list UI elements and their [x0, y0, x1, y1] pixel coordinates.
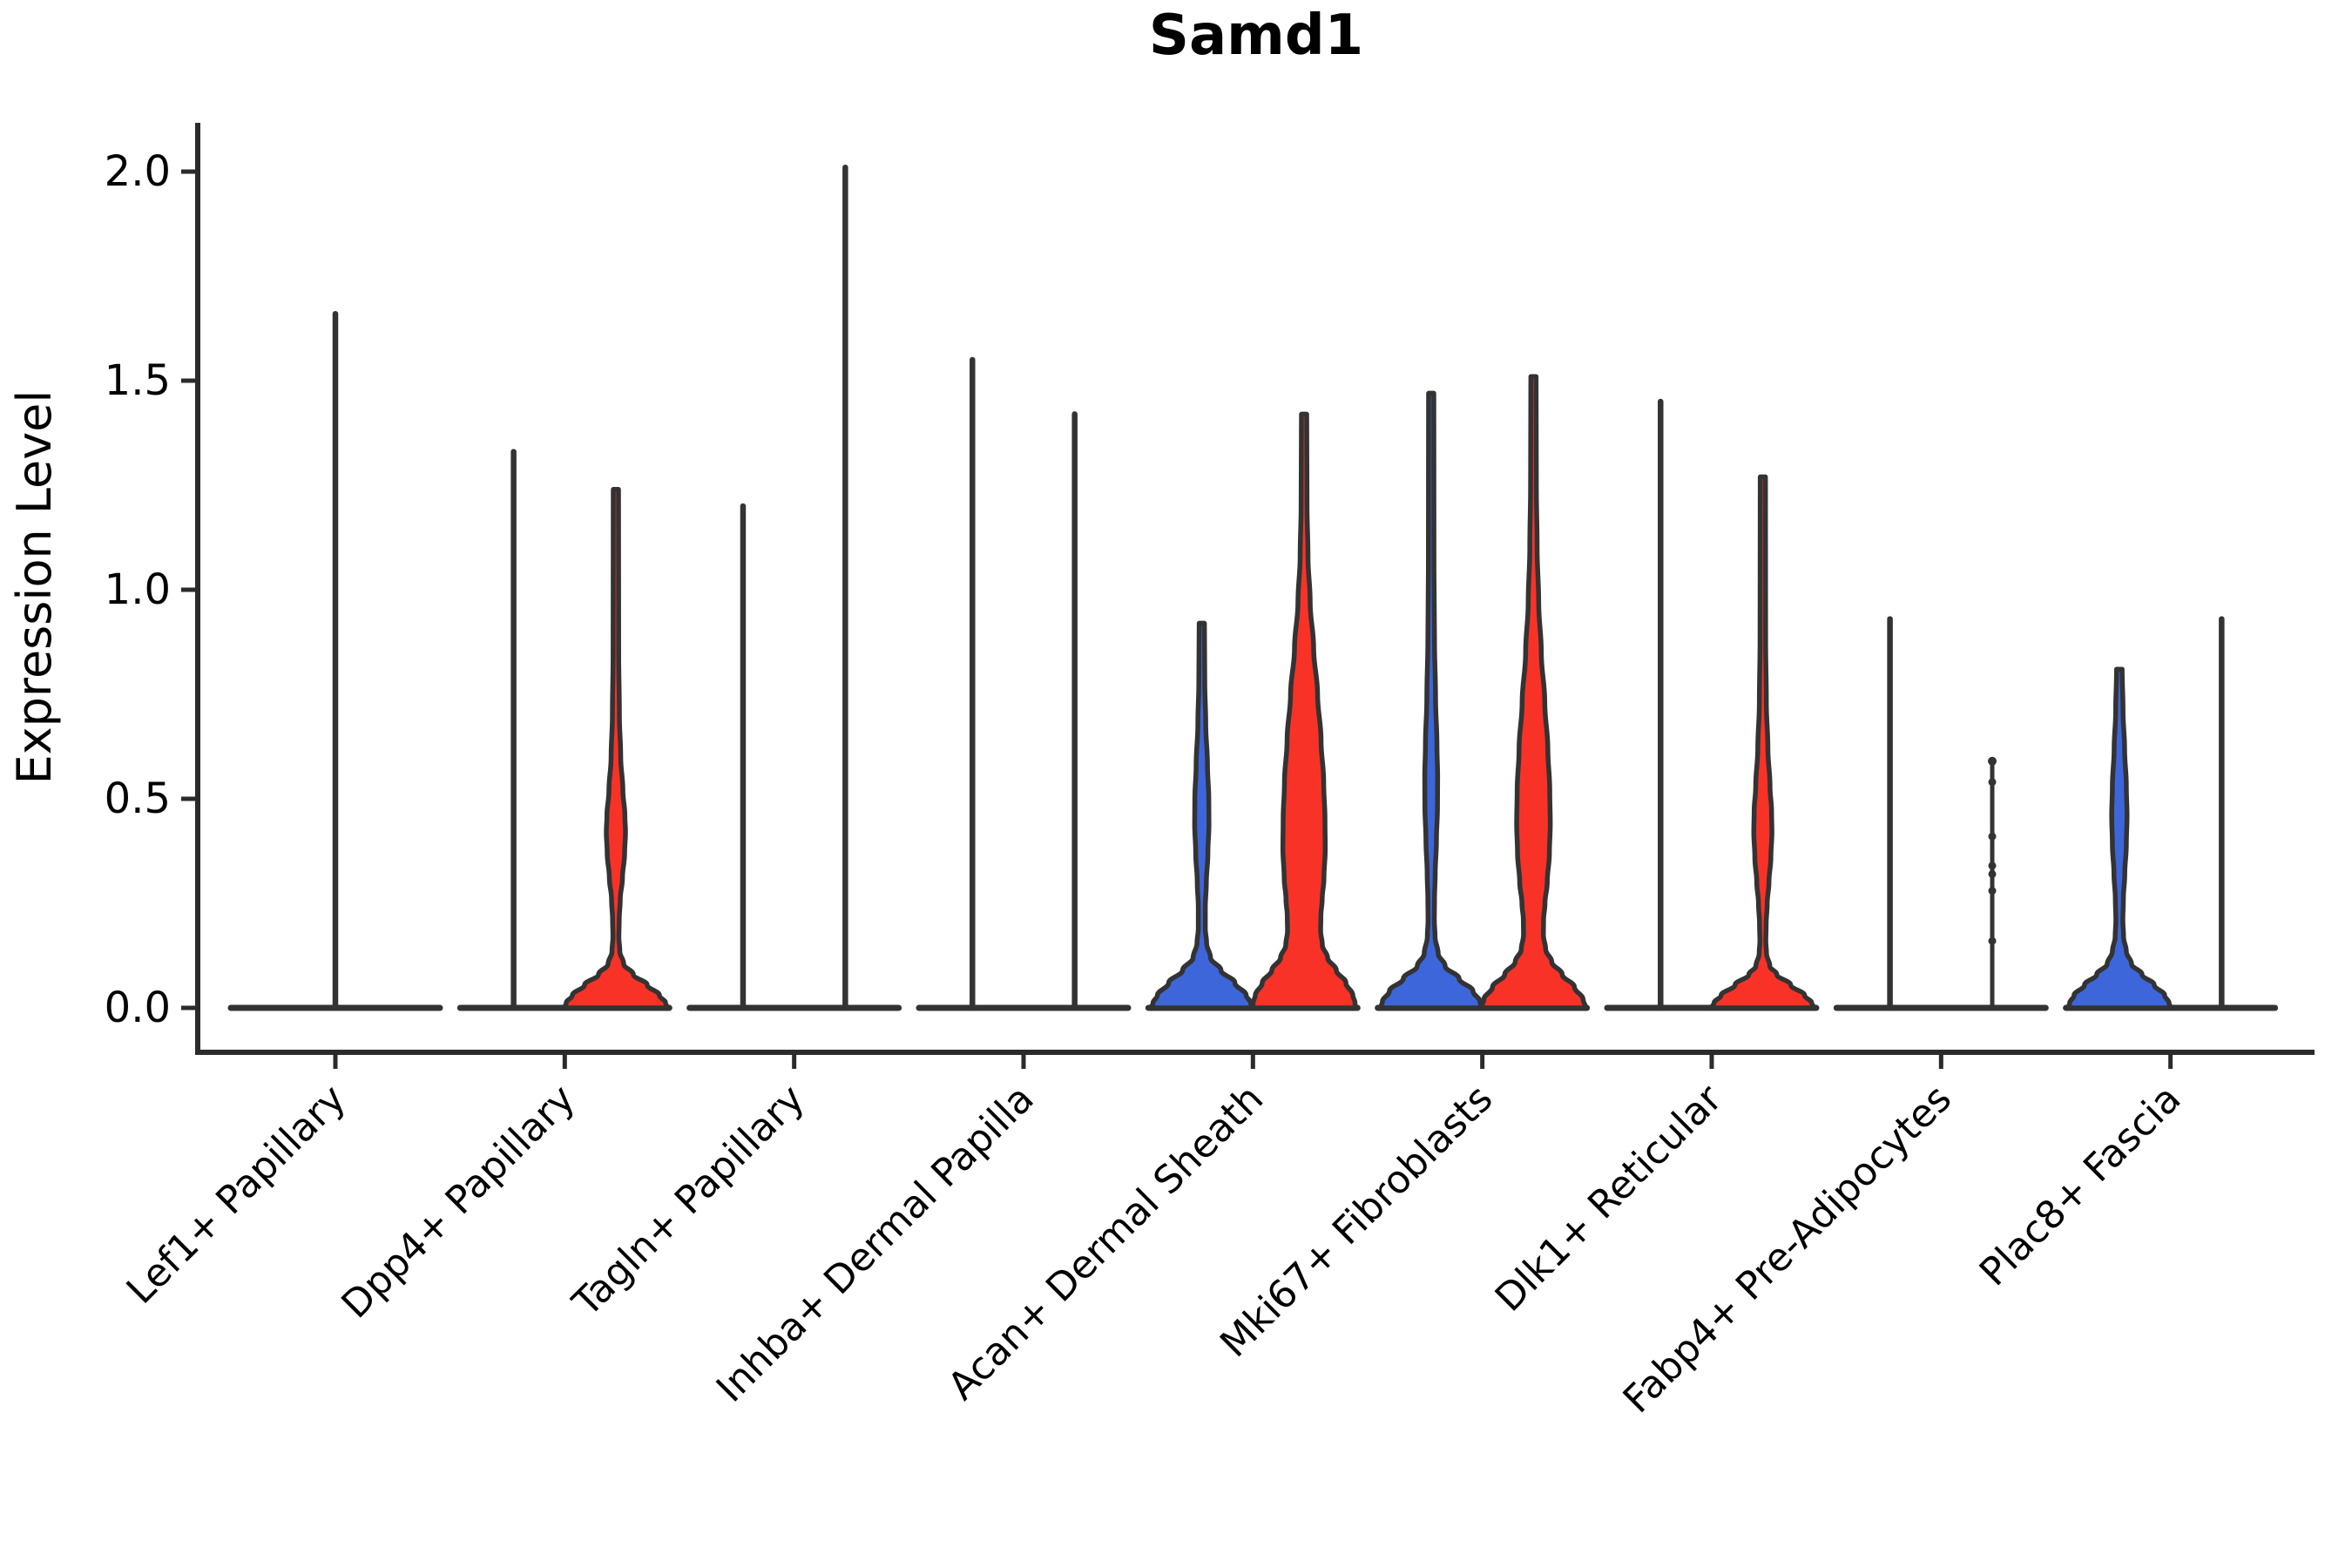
y-tick-label: 2.0 — [105, 147, 171, 196]
violin-jitter-dot — [1988, 887, 1997, 896]
violins-layer — [332, 164, 2225, 1011]
y-tick-label: 1.5 — [105, 356, 171, 405]
y-tick-label: 0.5 — [105, 774, 171, 823]
x-tick-label: Tagln+ Papillary — [564, 1077, 813, 1326]
violin-jitter-dot — [1988, 869, 1997, 878]
violin-jitter-dot — [1988, 832, 1997, 841]
violin-body-red — [1250, 411, 1358, 1010]
violin-body-red — [1478, 374, 1589, 1010]
violin-body-red — [562, 487, 670, 1010]
x-tick-label: Plac8+ Fascia — [1971, 1077, 2190, 1295]
y-axis-label: Expression Level — [7, 390, 62, 785]
violin-jitter-dot — [1988, 862, 1997, 870]
y-axis-ticks: 0.0 0.5 1.0 1.5 2.0 — [105, 147, 198, 1032]
y-tick-label: 0.0 — [105, 983, 171, 1032]
violin-jitter-dot — [1988, 778, 1997, 787]
violin-body-blue — [2065, 666, 2173, 1010]
violin-body-blue — [1148, 620, 1255, 1010]
x-tick-label: Lef1+ Papillary — [118, 1077, 355, 1313]
x-tick-label: Dpp4+ Papillary — [333, 1077, 584, 1328]
violin-body-blue — [1378, 390, 1484, 1010]
x-tick-label: Dlk1+ Reticular — [1487, 1076, 1732, 1321]
violin-top-knob — [1988, 756, 1997, 766]
y-tick-label: 1.0 — [105, 565, 171, 614]
chart-title: Samd1 — [1149, 3, 1363, 68]
violin-jitter-dot — [1988, 936, 1997, 945]
violin-body-red — [1708, 474, 1817, 1010]
